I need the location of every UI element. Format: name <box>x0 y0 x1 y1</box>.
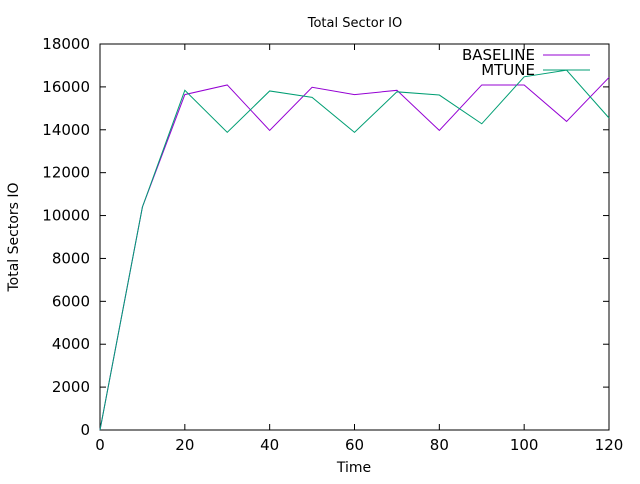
x-tick-label: 100 <box>510 436 539 454</box>
series-line-baseline <box>99 77 610 431</box>
y-tick-label: 14000 <box>42 121 90 139</box>
y-tick-label: 0 <box>80 421 90 439</box>
y-tick-label: 12000 <box>42 164 90 182</box>
y-tick-label: 10000 <box>42 207 90 225</box>
y-tick-label: 4000 <box>52 335 90 353</box>
chart-title: Total Sector IO <box>307 16 403 31</box>
legend-label: BASELINE <box>462 46 535 64</box>
x-tick-label: 20 <box>175 436 194 454</box>
y-axis-label: Total Sectors IO <box>6 182 22 292</box>
y-tick-label: 6000 <box>52 292 90 310</box>
y-tick-label: 2000 <box>52 378 90 396</box>
legend-label: MTUNE <box>481 61 535 79</box>
x-tick-label: 120 <box>595 436 624 454</box>
y-tick-label: 18000 <box>42 35 90 53</box>
y-tick-label: 8000 <box>52 249 90 267</box>
x-axis-label: Time <box>336 460 371 476</box>
x-tick-label: 40 <box>260 436 279 454</box>
series-line-mtune <box>99 69 610 431</box>
plot-frame <box>99 43 610 431</box>
x-tick-label: 0 <box>95 436 105 454</box>
x-tick-label: 80 <box>430 436 449 454</box>
x-tick-label: 60 <box>345 436 364 454</box>
y-tick-label: 16000 <box>42 78 90 96</box>
